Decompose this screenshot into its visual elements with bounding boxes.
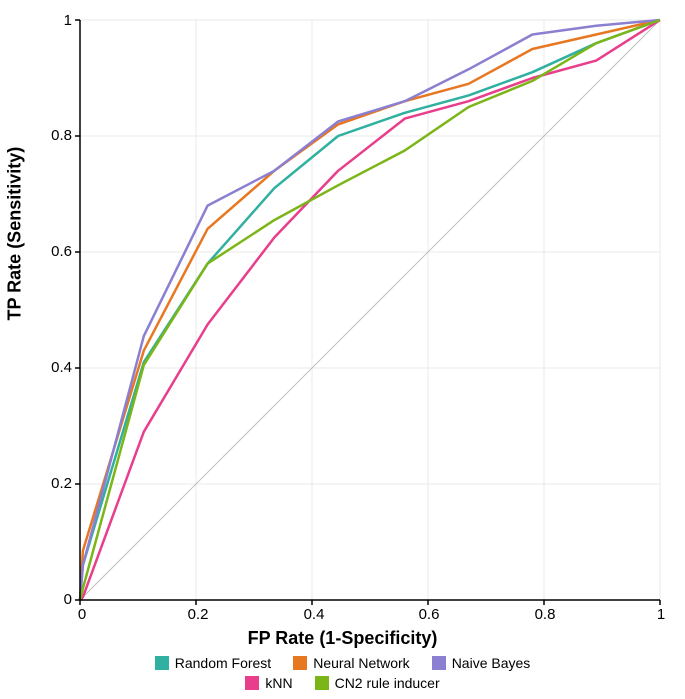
legend: Random Forest Neural Network Naive Bayes… [0,655,685,691]
legend-item-naive-bayes: Naive Bayes [432,655,531,671]
legend-label: CN2 rule inducer [335,675,440,691]
legend-label: kNN [265,675,292,691]
ytick-4: 0.8 [42,127,72,144]
legend-swatch [432,656,446,670]
legend-label: Naive Bayes [452,655,531,671]
ytick-5: 1 [42,12,72,29]
xtick-0: 0 [67,606,97,623]
legend-swatch [293,656,307,670]
xtick-5: 1 [646,606,676,623]
y-axis-label: TP Rate (Sensitivity) [5,147,26,321]
chart-area [80,20,660,600]
plot-svg [80,20,660,600]
legend-item-cn2: CN2 rule inducer [315,675,440,691]
legend-item-random-forest: Random Forest [155,655,271,671]
legend-item-knn: kNN [245,675,292,691]
legend-row-1: Random Forest Neural Network Naive Bayes [155,655,531,671]
ytick-3: 0.6 [42,243,72,260]
legend-label: Neural Network [313,655,409,671]
xtick-3: 0.6 [414,606,444,623]
legend-item-neural-network: Neural Network [293,655,409,671]
ytick-2: 0.4 [42,359,72,376]
xtick-4: 0.8 [530,606,560,623]
x-axis-label: FP Rate (1-Specificity) [0,628,685,649]
xtick-1: 0.2 [183,606,213,623]
legend-swatch [245,676,259,690]
legend-swatch [315,676,329,690]
legend-label: Random Forest [175,655,271,671]
xtick-2: 0.4 [299,606,329,623]
legend-row-2: kNN CN2 rule inducer [245,675,439,691]
legend-swatch [155,656,169,670]
ytick-1: 0.2 [42,475,72,492]
